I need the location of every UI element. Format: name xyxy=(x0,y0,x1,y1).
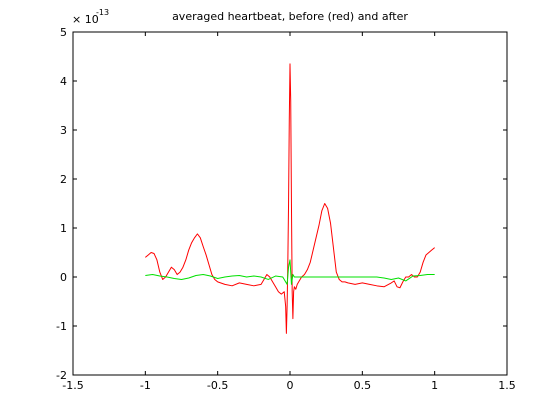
y-tick-label: 3 xyxy=(60,124,67,137)
y-tick-label: 0 xyxy=(60,271,67,284)
y-tick-label: 4 xyxy=(60,75,67,88)
series-before-line xyxy=(145,63,435,334)
y-tick-label: -1 xyxy=(56,320,67,333)
y-tick-label: 2 xyxy=(60,173,67,186)
x-tick-label: 1 xyxy=(431,379,438,392)
y-multiplier-label: × 10 xyxy=(72,13,99,26)
tick-layer: -1.5 -1 -0.5 0 0.5 1 1.5 -2 -1 0 1 2 3 4 5 xyxy=(56,26,516,392)
series-after-line xyxy=(145,259,435,285)
series-layer xyxy=(145,63,435,334)
y-tick-label: 5 xyxy=(60,26,67,39)
x-tick-label: 1.5 xyxy=(498,379,516,392)
chart-title: averaged heartbeat, before (red) and aft… xyxy=(172,10,408,23)
x-tick-label: 0 xyxy=(287,379,294,392)
x-tick-label: -1 xyxy=(140,379,151,392)
x-tick-label: 0.5 xyxy=(354,379,372,392)
y-tick-label: 1 xyxy=(60,222,67,235)
x-tick-label: -0.5 xyxy=(207,379,228,392)
y-tick-label: -2 xyxy=(56,369,67,382)
y-multiplier-exponent: -13 xyxy=(96,8,109,17)
x-tick-label: -1.5 xyxy=(62,379,83,392)
